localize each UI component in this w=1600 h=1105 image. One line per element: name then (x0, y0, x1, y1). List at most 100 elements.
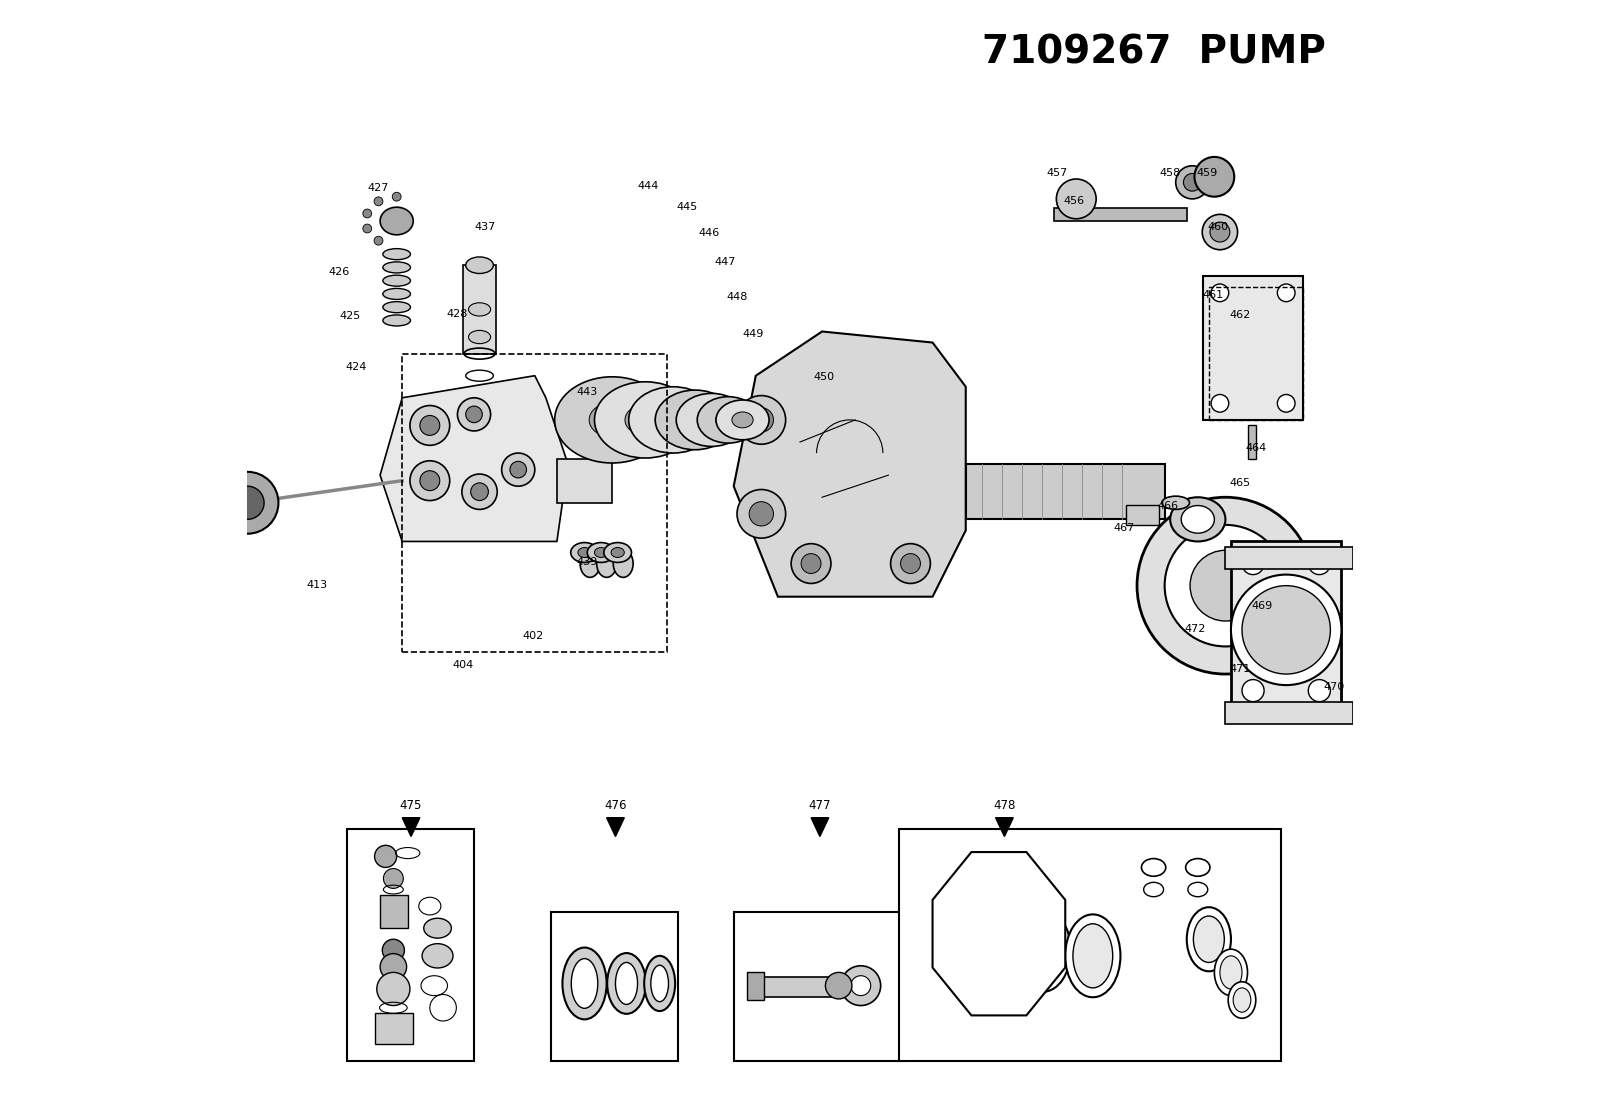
Ellipse shape (382, 288, 411, 299)
Ellipse shape (1234, 988, 1251, 1012)
Circle shape (374, 845, 397, 867)
Circle shape (851, 976, 870, 996)
Circle shape (419, 415, 440, 435)
Circle shape (458, 398, 491, 431)
Circle shape (891, 544, 930, 583)
Ellipse shape (715, 411, 741, 429)
Text: 444: 444 (638, 180, 659, 191)
Circle shape (419, 471, 440, 491)
Circle shape (1195, 157, 1234, 197)
Bar (1054, 208, 1187, 221)
Ellipse shape (616, 962, 637, 1004)
Ellipse shape (595, 381, 696, 457)
Bar (966, 464, 1165, 519)
Ellipse shape (382, 249, 411, 260)
Ellipse shape (698, 409, 726, 431)
Ellipse shape (555, 377, 670, 463)
Circle shape (470, 483, 488, 501)
Text: 445: 445 (677, 201, 698, 212)
Polygon shape (995, 818, 1013, 836)
Text: 464: 464 (1246, 442, 1267, 453)
Bar (734, 912, 906, 1061)
Text: 446: 446 (699, 228, 720, 239)
Ellipse shape (731, 412, 754, 428)
Ellipse shape (645, 956, 675, 1011)
Circle shape (1190, 550, 1261, 621)
Circle shape (1184, 173, 1202, 191)
Text: 458: 458 (1160, 168, 1181, 179)
Circle shape (1210, 222, 1230, 242)
Bar (1126, 505, 1158, 525)
Circle shape (502, 453, 534, 486)
Circle shape (1211, 284, 1229, 302)
Circle shape (363, 209, 371, 218)
Text: 428: 428 (446, 308, 469, 319)
Circle shape (374, 236, 382, 245)
Ellipse shape (1074, 924, 1112, 988)
Text: 439: 439 (576, 557, 597, 568)
Ellipse shape (382, 262, 411, 273)
Text: 472: 472 (1186, 623, 1206, 634)
Ellipse shape (656, 407, 691, 433)
Ellipse shape (381, 208, 413, 235)
Circle shape (738, 490, 786, 538)
Text: 448: 448 (726, 292, 747, 303)
Polygon shape (933, 852, 1066, 1015)
Bar (557, 459, 613, 503)
Bar (552, 912, 678, 1061)
Ellipse shape (466, 256, 493, 274)
Ellipse shape (613, 549, 634, 577)
Text: 456: 456 (1064, 196, 1085, 207)
Text: 7109267  PUMP: 7109267 PUMP (982, 33, 1325, 71)
Circle shape (1230, 575, 1341, 685)
Ellipse shape (1194, 916, 1224, 962)
Ellipse shape (422, 944, 453, 968)
Polygon shape (811, 818, 829, 836)
Text: 402: 402 (522, 631, 544, 642)
Circle shape (382, 939, 405, 961)
Bar (1226, 547, 1352, 569)
Circle shape (1277, 394, 1294, 412)
Circle shape (384, 869, 403, 888)
Ellipse shape (571, 543, 598, 562)
Ellipse shape (1187, 907, 1230, 971)
Circle shape (1202, 214, 1237, 250)
Circle shape (363, 224, 371, 233)
Ellipse shape (1170, 497, 1226, 541)
Polygon shape (402, 818, 419, 836)
Ellipse shape (717, 400, 770, 440)
Circle shape (1309, 552, 1330, 575)
Bar (1210, 287, 1302, 420)
Ellipse shape (656, 390, 734, 450)
Ellipse shape (581, 549, 600, 577)
Bar (402, 354, 667, 652)
Text: 466: 466 (1157, 501, 1179, 512)
Bar (899, 829, 1280, 1061)
Polygon shape (606, 818, 624, 836)
Text: 461: 461 (1203, 290, 1224, 301)
Circle shape (381, 954, 406, 980)
Text: 450: 450 (814, 371, 835, 382)
Circle shape (466, 406, 482, 422)
Text: 460: 460 (1206, 221, 1229, 232)
Bar (381, 895, 408, 928)
Ellipse shape (677, 393, 747, 446)
Bar (1203, 276, 1302, 420)
Ellipse shape (424, 918, 451, 938)
Text: 425: 425 (339, 311, 362, 322)
Ellipse shape (589, 402, 635, 438)
Ellipse shape (1229, 981, 1256, 1019)
Circle shape (1165, 525, 1286, 646)
Bar (462, 265, 496, 354)
Circle shape (410, 406, 450, 445)
Ellipse shape (1214, 949, 1248, 996)
Text: 457: 457 (1046, 168, 1069, 179)
Ellipse shape (571, 958, 598, 1008)
Text: 465: 465 (1229, 477, 1250, 488)
Ellipse shape (595, 548, 608, 557)
Circle shape (749, 502, 773, 526)
Text: 462: 462 (1229, 309, 1251, 320)
Ellipse shape (603, 543, 632, 562)
Bar (1248, 425, 1256, 459)
Ellipse shape (698, 397, 758, 443)
